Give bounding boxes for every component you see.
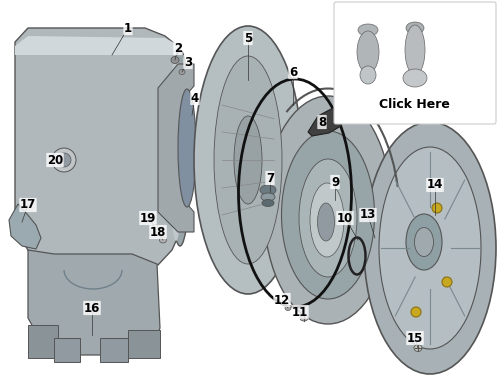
Ellipse shape	[358, 24, 378, 36]
Circle shape	[442, 277, 452, 287]
Ellipse shape	[169, 55, 183, 241]
Ellipse shape	[318, 203, 334, 241]
Text: 14: 14	[427, 179, 443, 191]
Ellipse shape	[285, 305, 291, 310]
Ellipse shape	[403, 69, 427, 87]
Polygon shape	[28, 250, 160, 355]
Ellipse shape	[194, 26, 302, 294]
Ellipse shape	[178, 89, 196, 207]
Text: 3: 3	[184, 55, 192, 69]
Text: 17: 17	[20, 199, 36, 211]
Text: 5: 5	[244, 31, 252, 44]
Ellipse shape	[300, 315, 308, 321]
Text: 20: 20	[47, 153, 63, 166]
Ellipse shape	[171, 56, 179, 64]
Ellipse shape	[414, 227, 434, 257]
Text: 18: 18	[150, 226, 166, 238]
Circle shape	[411, 307, 421, 317]
Polygon shape	[158, 64, 194, 232]
Polygon shape	[54, 338, 80, 362]
Ellipse shape	[152, 224, 158, 230]
Ellipse shape	[379, 147, 481, 349]
Polygon shape	[128, 330, 160, 358]
Ellipse shape	[261, 193, 275, 201]
Circle shape	[57, 153, 71, 167]
Ellipse shape	[282, 131, 374, 299]
Text: 19: 19	[140, 211, 156, 224]
Ellipse shape	[406, 22, 424, 34]
Ellipse shape	[179, 69, 185, 75]
Ellipse shape	[364, 122, 496, 374]
Ellipse shape	[310, 183, 344, 257]
Polygon shape	[100, 338, 128, 362]
Ellipse shape	[264, 96, 392, 324]
Ellipse shape	[214, 56, 282, 264]
Ellipse shape	[405, 25, 425, 75]
Ellipse shape	[260, 185, 276, 195]
Polygon shape	[15, 28, 180, 265]
Ellipse shape	[299, 159, 357, 277]
Ellipse shape	[160, 237, 166, 243]
Polygon shape	[9, 204, 41, 249]
Ellipse shape	[360, 66, 376, 84]
FancyBboxPatch shape	[334, 2, 496, 124]
Polygon shape	[28, 325, 58, 358]
Text: 15: 15	[407, 332, 423, 345]
Polygon shape	[15, 36, 180, 55]
Text: 8: 8	[318, 116, 326, 128]
Circle shape	[52, 148, 76, 172]
Ellipse shape	[357, 31, 379, 73]
Text: 1: 1	[124, 22, 132, 34]
Text: 2: 2	[174, 41, 182, 55]
Text: 13: 13	[360, 208, 376, 221]
Circle shape	[432, 203, 442, 213]
Ellipse shape	[169, 50, 191, 246]
Text: Click Here: Click Here	[378, 97, 450, 111]
Text: 11: 11	[292, 305, 308, 318]
Ellipse shape	[262, 199, 274, 207]
Text: 12: 12	[274, 293, 290, 307]
Ellipse shape	[406, 214, 442, 270]
Ellipse shape	[234, 116, 262, 204]
Text: 7: 7	[266, 172, 274, 185]
Text: 6: 6	[289, 66, 297, 78]
Ellipse shape	[414, 345, 422, 351]
Polygon shape	[308, 108, 344, 136]
Text: 10: 10	[337, 211, 353, 224]
Text: 16: 16	[84, 302, 100, 315]
Text: 4: 4	[191, 91, 199, 105]
Text: 9: 9	[331, 175, 339, 188]
